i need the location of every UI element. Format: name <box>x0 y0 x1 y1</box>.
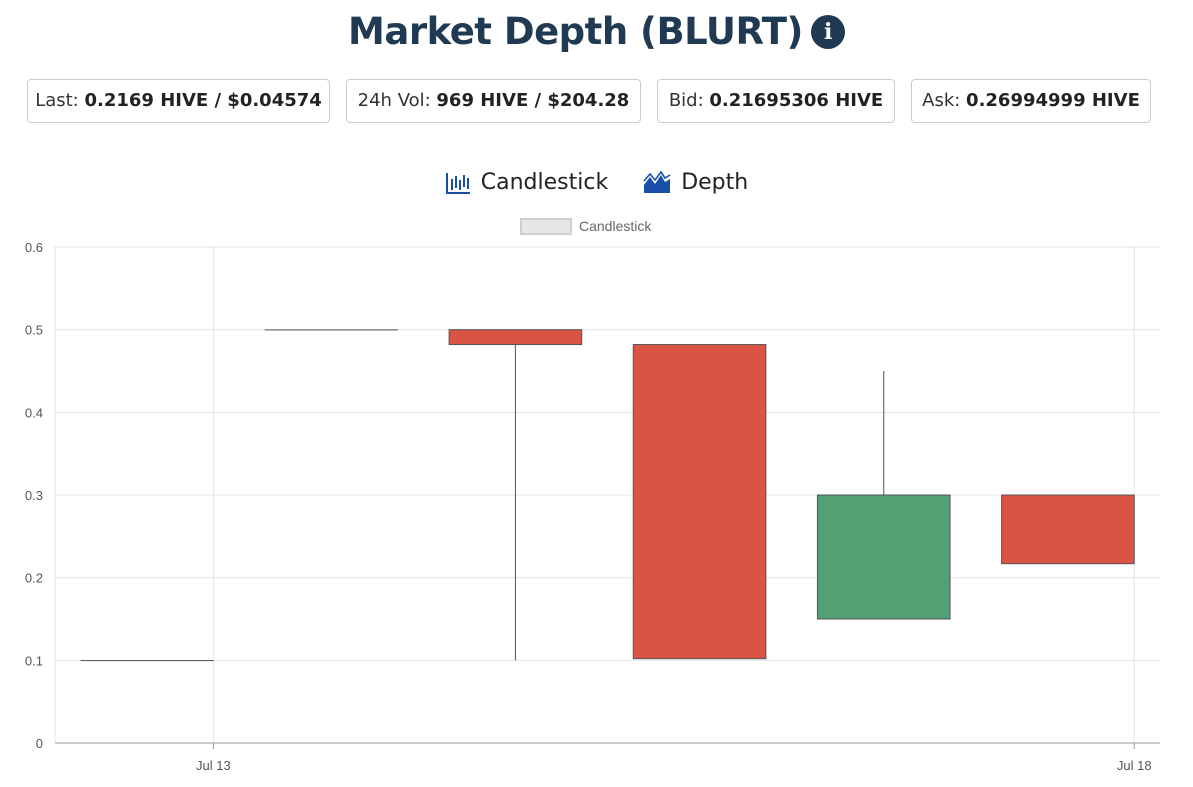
candle[interactable] <box>448 329 583 661</box>
tab-candlestick-label: Candlestick <box>480 170 609 195</box>
candle[interactable] <box>80 660 214 662</box>
candle-body <box>264 329 398 331</box>
last-price-stat: Last: 0.2169 HIVE / $0.04574 <box>27 79 330 123</box>
ask-label: Ask: <box>922 90 967 111</box>
y-tick-label: 0 <box>36 736 43 751</box>
candles <box>80 329 1135 662</box>
candle-body <box>448 329 583 346</box>
volume-label: 24h Vol: <box>357 90 437 111</box>
x-axis-ticks: Jul 13 Jul 18 <box>196 758 1152 773</box>
chart-tabs: Candlestick Depth <box>0 170 1193 201</box>
candle-body <box>632 344 767 660</box>
chart-legend[interactable]: Candlestick <box>520 218 652 235</box>
candle-body <box>1001 494 1135 565</box>
bid-stat: Bid: 0.21695306 HIVE <box>657 79 895 123</box>
legend-swatch <box>520 218 572 235</box>
tab-candlestick[interactable]: Candlestick <box>445 170 608 195</box>
volume-value: 969 HIVE / $204.28 <box>436 90 630 111</box>
ask-stat: Ask: 0.26994999 HIVE <box>911 79 1151 123</box>
y-tick-label: 0.2 <box>25 571 43 586</box>
y-tick-label: 0.3 <box>25 488 43 503</box>
candle[interactable] <box>816 371 951 620</box>
chart-grid <box>54 246 1160 749</box>
candlestick-chart: Candlestick 00.10.20.30.40.50.6 Jul 13 Ju… <box>25 218 1160 773</box>
candlestick-chart-icon <box>445 172 470 194</box>
x-tick-label: Jul 18 <box>1117 758 1152 773</box>
last-price-label: Last: <box>35 90 85 111</box>
tab-depth[interactable]: Depth <box>643 170 748 195</box>
info-circle-icon[interactable]: i <box>810 15 845 49</box>
candle[interactable] <box>264 329 398 331</box>
y-tick-label: 0.5 <box>25 323 43 338</box>
legend-label: Candlestick <box>579 218 652 234</box>
candle-body <box>816 494 951 620</box>
tab-depth-label: Depth <box>681 170 749 195</box>
area-chart-icon <box>643 170 671 193</box>
page-title: Market Depth (BLURT) i <box>0 10 1193 53</box>
page-title-text: Market Depth (BLURT) <box>348 10 803 53</box>
candle[interactable] <box>632 344 767 660</box>
volume-stat: 24h Vol: 969 HIVE / $204.28 <box>346 79 641 123</box>
y-axis-ticks: 0 0.1 0.2 0.3 0.4 0.5 0.6 <box>25 240 43 751</box>
bid-label: Bid: <box>668 90 710 111</box>
ask-value: 0.26994999 HIVE <box>966 90 1140 111</box>
last-price-value: 0.2169 HIVE / $0.04574 <box>84 90 322 111</box>
bid-value: 0.21695306 HIVE <box>709 90 884 111</box>
candle-body <box>80 660 214 662</box>
y-tick-label: 0.6 <box>25 240 43 255</box>
x-tick-label: Jul 13 <box>196 758 231 773</box>
y-tick-label: 0.1 <box>25 653 43 668</box>
y-tick-label: 0.4 <box>25 405 43 420</box>
candle[interactable] <box>1001 494 1135 565</box>
